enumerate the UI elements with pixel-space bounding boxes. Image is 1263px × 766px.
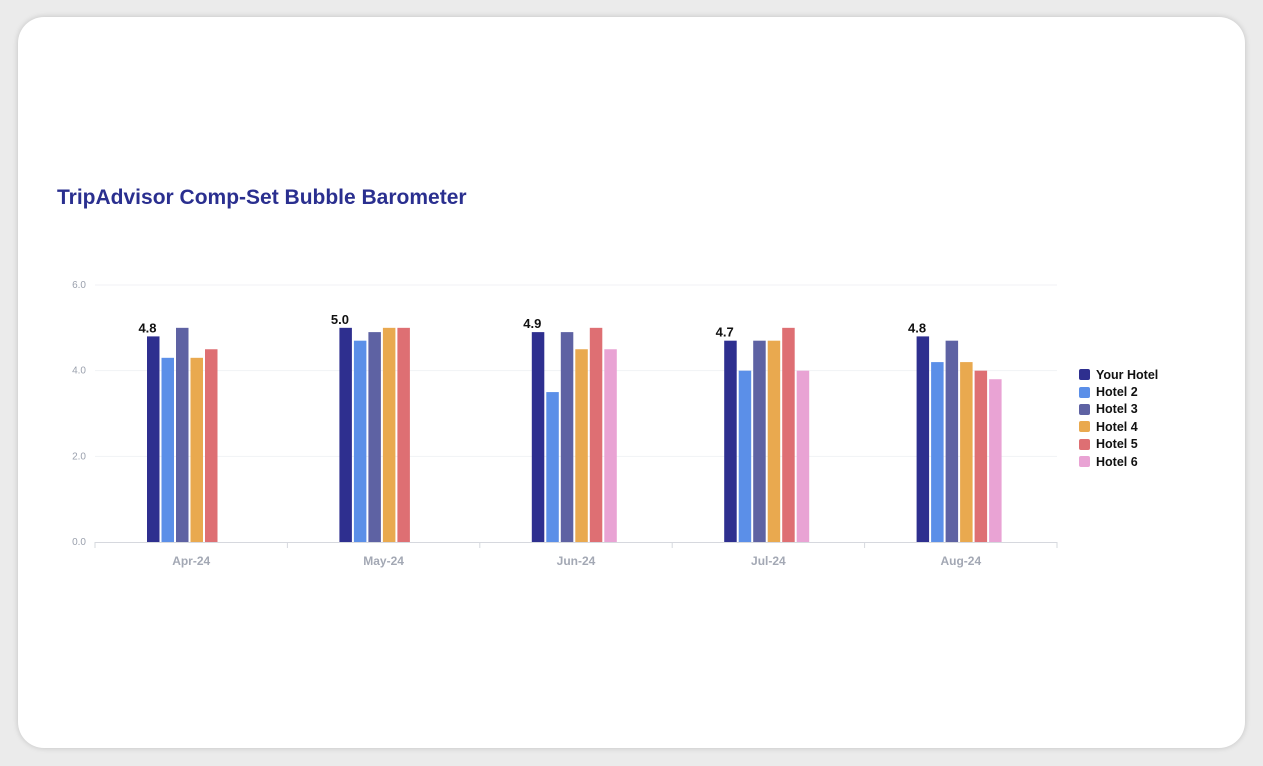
chart-title: TripAdvisor Comp-Set Bubble Barometer bbox=[57, 186, 467, 209]
bar-hotel-3-apr-24[interactable] bbox=[176, 327, 189, 542]
bar-hotel-4-may-24[interactable] bbox=[382, 327, 396, 542]
bar-hotel-2-apr-24[interactable] bbox=[161, 357, 175, 542]
bar-hotel-2-jun-24[interactable] bbox=[546, 392, 559, 542]
bar-your-hotel-aug-24[interactable] bbox=[916, 336, 930, 542]
axes: 0.0 2.0 4.0 6.0 Apr-24 May-24 Jun-24 Jul-24 Aug-… bbox=[72, 280, 1058, 568]
x-category-label: Jun-24 bbox=[557, 554, 596, 568]
bars bbox=[147, 327, 1002, 542]
bar-hotel-4-jun-24[interactable] bbox=[575, 349, 588, 542]
data-label: 4.8 bbox=[138, 320, 156, 335]
bar-hotel-5-apr-24[interactable] bbox=[205, 349, 218, 542]
bar-hotel-4-jul-24[interactable] bbox=[767, 340, 781, 542]
x-category-label: Apr-24 bbox=[172, 554, 210, 568]
bar-your-hotel-jul-24[interactable] bbox=[724, 340, 737, 542]
bar-hotel-3-aug-24[interactable] bbox=[945, 340, 959, 542]
y-tick-label: 2.0 bbox=[72, 451, 86, 462]
data-label: 4.7 bbox=[716, 325, 734, 340]
bar-your-hotel-may-24[interactable] bbox=[339, 327, 352, 542]
bar-your-hotel-jun-24[interactable] bbox=[531, 332, 545, 542]
bar-hotel-2-jul-24[interactable] bbox=[738, 370, 752, 542]
legend-item[interactable]: Your Hotel bbox=[1079, 366, 1158, 383]
x-category-label: Jul-24 bbox=[751, 554, 786, 568]
bar-hotel-5-aug-24[interactable] bbox=[974, 370, 988, 542]
bar-hotel-3-jul-24[interactable] bbox=[753, 340, 766, 542]
legend-swatch bbox=[1079, 438, 1090, 450]
legend-swatch bbox=[1079, 386, 1090, 398]
legend-item[interactable]: Hotel 4 bbox=[1079, 418, 1158, 435]
bar-your-hotel-apr-24[interactable] bbox=[147, 336, 160, 542]
bar-hotel-3-may-24[interactable] bbox=[368, 332, 381, 542]
legend-swatch bbox=[1079, 369, 1090, 381]
bar-hotel-2-may-24[interactable] bbox=[353, 340, 367, 542]
x-category-label: Aug-24 bbox=[940, 554, 981, 568]
legend-label: Hotel 3 bbox=[1096, 402, 1138, 417]
bar-hotel-4-apr-24[interactable] bbox=[190, 357, 204, 542]
legend-swatch bbox=[1079, 403, 1090, 415]
data-label: 5.0 bbox=[331, 312, 349, 327]
bar-hotel-6-aug-24[interactable] bbox=[989, 379, 1002, 542]
bar-hotel-5-may-24[interactable] bbox=[397, 327, 410, 542]
chart-legend: Your Hotel Hotel 2 Hotel 3 Hotel 4 Hotel 5 Ho… bbox=[1079, 366, 1158, 470]
data-label: 4.9 bbox=[523, 316, 541, 331]
y-tick-label: 0.0 bbox=[72, 537, 86, 548]
legend-label: Hotel 6 bbox=[1096, 454, 1138, 469]
x-category-label: May-24 bbox=[363, 554, 404, 568]
bar-hotel-5-jul-24[interactable] bbox=[782, 327, 795, 542]
bar-hotel-3-jun-24[interactable] bbox=[560, 332, 574, 542]
legend-item[interactable]: Hotel 5 bbox=[1079, 436, 1158, 453]
y-tick-label: 4.0 bbox=[72, 366, 86, 377]
legend-label: Your Hotel bbox=[1096, 367, 1159, 382]
data-labels: 4.8 5.0 4.9 4.7 4.8 bbox=[138, 312, 926, 340]
legend-item[interactable]: Hotel 3 bbox=[1079, 401, 1158, 418]
legend-swatch bbox=[1079, 421, 1090, 433]
legend-item[interactable]: Hotel 6 bbox=[1079, 453, 1158, 470]
bar-hotel-2-aug-24[interactable] bbox=[931, 362, 944, 542]
legend-swatch bbox=[1079, 456, 1090, 468]
y-tick-label: 6.0 bbox=[72, 280, 86, 291]
bar-hotel-4-aug-24[interactable] bbox=[960, 362, 973, 542]
chart-card bbox=[18, 17, 1245, 748]
legend-label: Hotel 2 bbox=[1096, 385, 1138, 400]
bar-hotel-5-jun-24[interactable] bbox=[589, 327, 603, 542]
data-label: 4.8 bbox=[908, 320, 926, 335]
legend-item[interactable]: Hotel 2 bbox=[1079, 383, 1158, 400]
bar-hotel-6-jul-24[interactable] bbox=[796, 370, 810, 542]
bar-hotel-6-jun-24[interactable] bbox=[604, 349, 617, 542]
legend-label: Hotel 5 bbox=[1096, 437, 1138, 452]
legend-label: Hotel 4 bbox=[1096, 419, 1138, 434]
